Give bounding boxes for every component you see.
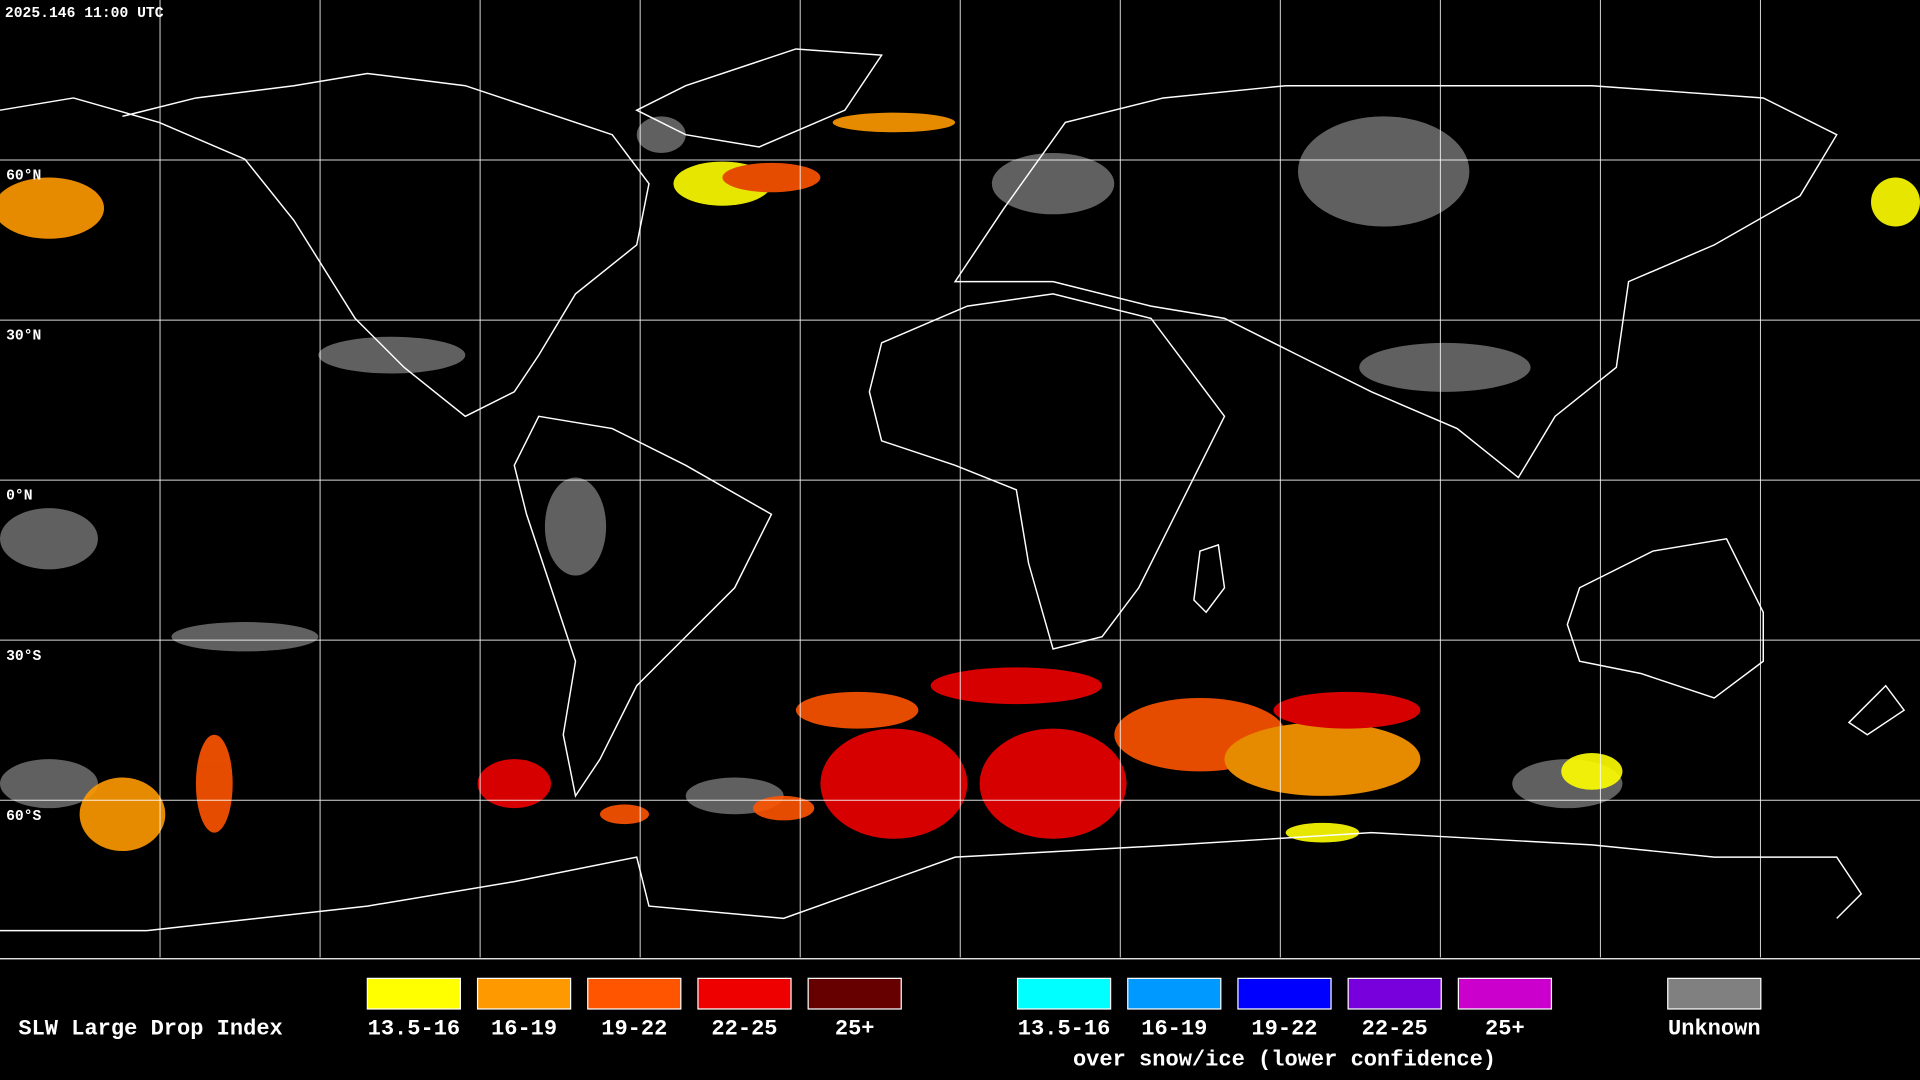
coastlines <box>0 48 1906 932</box>
graticule <box>0 0 1920 958</box>
legend-swatch <box>1667 977 1762 1010</box>
legend-label: 16-19 <box>491 1017 557 1042</box>
legend-swatch <box>1457 977 1553 1010</box>
legend-swatch <box>587 977 682 1010</box>
legend-label: 13.5-16 <box>368 1017 461 1042</box>
legend-panel <box>0 958 1920 1080</box>
legend-swatch <box>1127 977 1222 1010</box>
legend-label: 16-19 <box>1141 1017 1207 1042</box>
latitude-label: 0°N <box>6 489 32 505</box>
legend-label: 25+ <box>1485 1017 1525 1042</box>
data-overlay <box>0 112 1920 852</box>
legend-label: 25+ <box>835 1017 875 1042</box>
legend-label: Unknown <box>1668 1017 1761 1042</box>
latitude-label: 60°N <box>6 169 41 185</box>
latitude-label: 60°S <box>6 809 41 825</box>
legend-title: SLW Large Drop Index <box>18 1017 282 1042</box>
legend-label: 22-25 <box>711 1017 777 1042</box>
timestamp: 2025.146 11:00 UTC <box>5 6 164 22</box>
legend-label: 13.5-16 <box>1018 1017 1111 1042</box>
legend-swatch <box>1347 977 1442 1010</box>
legend-label: 19-22 <box>601 1017 667 1042</box>
legend-label: 19-22 <box>1251 1017 1317 1042</box>
legend-swatch <box>807 977 902 1010</box>
legend-swatch <box>1016 977 1112 1010</box>
legend-swatch <box>697 977 792 1010</box>
latitude-label: 30°N <box>6 329 41 345</box>
legend-swatch <box>1237 977 1332 1010</box>
latitude-label: 30°S <box>6 649 41 665</box>
legend-label: 22-25 <box>1362 1017 1428 1042</box>
snow-ice-note: over snow/ice (lower confidence) <box>1073 1047 1496 1072</box>
legend-swatch <box>366 977 462 1010</box>
legend-swatch <box>476 977 572 1010</box>
